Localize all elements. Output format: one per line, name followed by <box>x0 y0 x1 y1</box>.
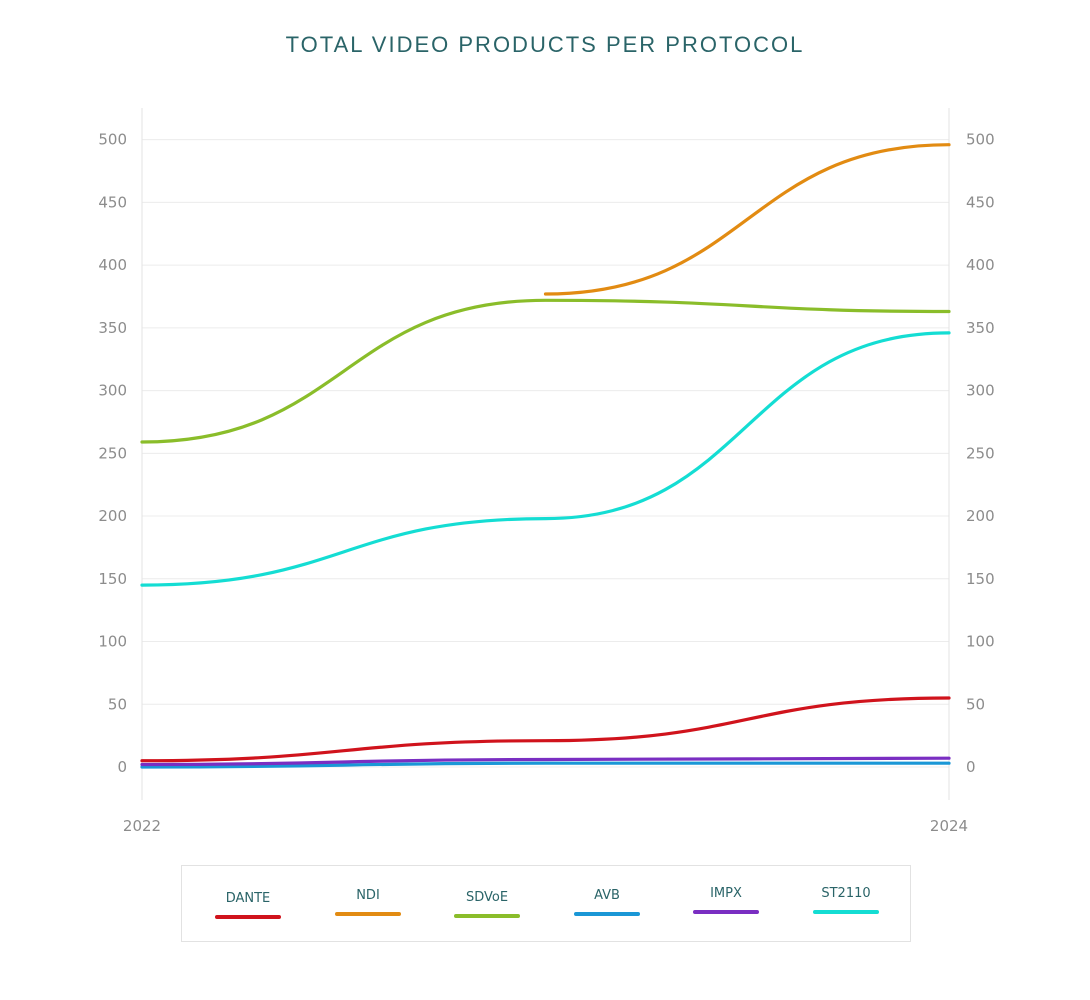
line-chart: 0 50 100 150 200 250 300 350 400 450 500 0 50 100 150… <box>98 108 995 835</box>
series-line-st2110 <box>140 331 951 587</box>
legend-swatch <box>335 912 401 916</box>
y-tick-label-right: 200 <box>966 507 995 525</box>
legend-item-sdvoe[interactable]: SDVoE <box>447 890 527 918</box>
y-tick-label-left: 100 <box>98 633 127 651</box>
y-tick-label-right: 300 <box>966 382 995 400</box>
legend-swatch <box>454 914 520 918</box>
y-tick-label-left: 450 <box>98 193 127 211</box>
y-tick-label-right: 450 <box>966 193 995 211</box>
y-tick-label-left: 50 <box>108 695 127 713</box>
series-line-avb <box>140 761 951 769</box>
legend-item-impx[interactable]: IMPX <box>686 886 766 914</box>
y-tick-label-right: 350 <box>966 319 995 337</box>
x-tick-label: 2024 <box>930 817 968 835</box>
y-tick-label-right: 0 <box>966 758 976 776</box>
legend-label: IMPX <box>710 886 742 901</box>
x-axis: 2022 2024 <box>123 817 968 835</box>
legend-item-dante[interactable]: DANTE <box>208 891 288 919</box>
y-tick-label-right: 250 <box>966 444 995 462</box>
legend-swatch <box>813 910 879 914</box>
legend-label: SDVoE <box>465 890 509 905</box>
series-lines <box>140 143 951 769</box>
y-tick-label-left: 150 <box>98 570 127 588</box>
y-tick-label-left: 400 <box>98 256 127 274</box>
x-tick-label: 2022 <box>123 817 161 835</box>
series-line-ndi <box>543 143 951 296</box>
y-tick-label-right: 150 <box>966 570 995 588</box>
y-axis-left: 0 50 100 150 200 250 300 350 400 450 500 <box>98 131 127 776</box>
y-tick-label-left: 300 <box>98 382 127 400</box>
legend-label: ST2110 <box>821 886 871 901</box>
series-line-dante <box>140 696 951 763</box>
y-tick-label-left: 350 <box>98 319 127 337</box>
y-tick-label-left: 0 <box>117 758 127 776</box>
legend-swatch <box>574 912 640 916</box>
legend-item-st2110[interactable]: ST2110 <box>806 886 886 914</box>
y-tick-label-left: 200 <box>98 507 127 525</box>
legend-item-avb[interactable]: AVB <box>567 888 647 916</box>
legend-label: DANTE <box>225 891 271 906</box>
y-tick-label-right: 500 <box>966 131 995 149</box>
legend: DANTE NDI SDVoE AVB IMPX ST2110 <box>181 865 911 942</box>
series-line-impx <box>140 756 951 767</box>
legend-swatch <box>215 915 281 919</box>
chart-title: TOTAL VIDEO PRODUCTS PER PROTOCOL <box>285 32 805 57</box>
legend-label: NDI <box>356 888 380 903</box>
y-tick-label-left: 500 <box>98 131 127 149</box>
gridlines <box>142 139 949 768</box>
y-tick-label-right: 400 <box>966 256 995 274</box>
y-axis-right: 0 50 100 150 200 250 300 350 400 450 500 <box>966 131 995 776</box>
legend-swatch <box>693 910 759 914</box>
y-tick-label-right: 100 <box>966 633 995 651</box>
legend-item-ndi[interactable]: NDI <box>328 888 408 916</box>
legend-label: AVB <box>594 888 620 903</box>
series-line-sdvoe <box>140 298 951 444</box>
y-tick-label-left: 250 <box>98 444 127 462</box>
y-tick-label-right: 50 <box>966 695 985 713</box>
